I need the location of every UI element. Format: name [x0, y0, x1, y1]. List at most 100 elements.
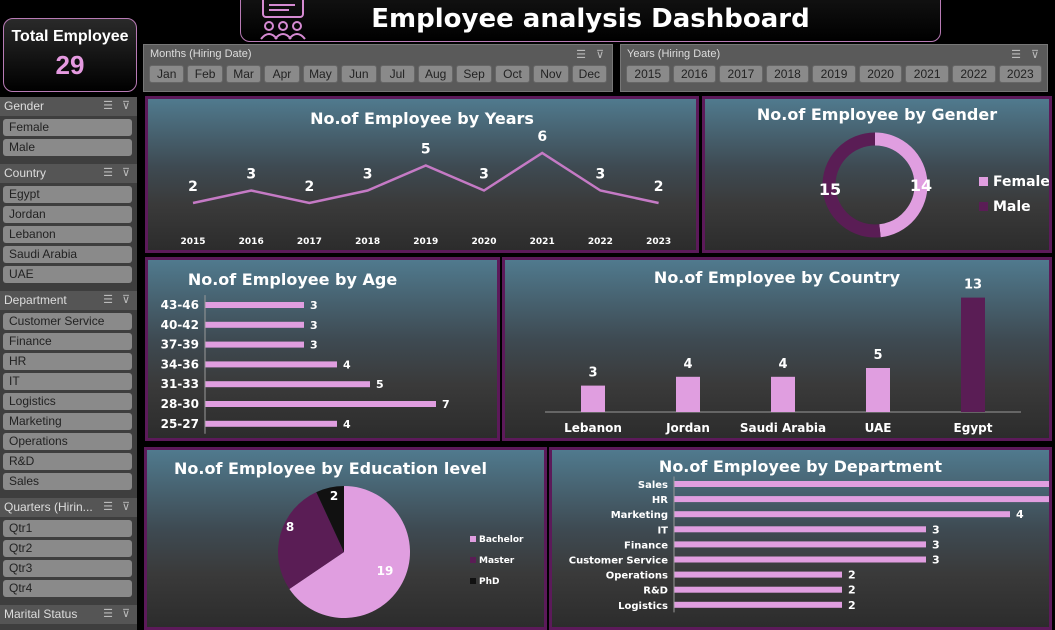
data-label: 2	[305, 179, 315, 195]
years-button[interactable]: 2020	[858, 65, 903, 83]
data-label: 5	[376, 378, 384, 391]
years-button[interactable]: 2018	[765, 65, 810, 83]
bar	[674, 526, 926, 533]
multi-select-icon[interactable]: ☰	[103, 167, 113, 179]
bar	[205, 341, 304, 348]
bar	[674, 586, 842, 593]
slicer-item[interactable]: Logistics	[3, 393, 132, 410]
slicer-item[interactable]: Female	[3, 119, 132, 136]
bar	[961, 297, 985, 412]
slicer-item[interactable]: IT	[3, 373, 132, 390]
slicer-item[interactable]: Lebanon	[3, 226, 132, 243]
years-button[interactable]: 2016	[672, 65, 717, 83]
months-button[interactable]: Apr	[264, 65, 300, 83]
slicer-item[interactable]: Jordan	[3, 206, 132, 223]
months-slicer-label: Months (Hiring Date)	[150, 48, 252, 60]
clear-filter-icon[interactable]: ⊽	[121, 294, 130, 306]
chart-title: No.of Employee by Years	[310, 109, 534, 128]
bar	[674, 556, 926, 563]
y-tick-label: 31-33	[161, 377, 199, 391]
years-button[interactable]: 2021	[905, 65, 949, 83]
data-label: 4	[683, 357, 692, 372]
multi-select-icon[interactable]: ☰	[576, 49, 586, 61]
x-tick-label: 2023	[646, 237, 671, 247]
multi-select-icon[interactable]: ☰	[103, 294, 113, 306]
slicer-item[interactable]: UAE	[3, 266, 132, 283]
legend-label: Female	[993, 174, 1049, 190]
multi-select-icon[interactable]: ☰	[103, 608, 113, 620]
slicer-item[interactable]: R&D	[3, 453, 132, 470]
total-employee-label: Total Employee	[11, 28, 129, 45]
data-label: 2	[188, 179, 198, 195]
y-tick-label: 34-36	[161, 357, 199, 371]
x-tick-label: 2018	[355, 237, 380, 247]
chart-title: No.of Employee by Country	[653, 268, 901, 287]
years-button[interactable]: 2017	[719, 65, 763, 83]
y-tick-label: Sales	[638, 480, 668, 491]
months-button[interactable]: Jan	[149, 65, 185, 83]
slicer-item[interactable]: Finance	[3, 333, 132, 350]
years-slicer-label: Years (Hiring Date)	[627, 48, 721, 60]
clear-filter-icon[interactable]: ⊽	[595, 49, 604, 61]
slicer-item[interactable]: Qtr3	[3, 560, 132, 577]
clear-filter-icon[interactable]: ⊽	[121, 608, 130, 620]
data-label: 3	[932, 554, 940, 567]
years-button[interactable]: 2015	[626, 65, 670, 83]
slicer-item[interactable]: Qtr1	[3, 520, 132, 537]
months-button[interactable]: Aug	[417, 65, 454, 83]
clear-filter-icon[interactable]: ⊽	[121, 501, 130, 513]
y-tick-label: 28-30	[161, 397, 199, 411]
years-button[interactable]: 2019	[812, 65, 856, 83]
slicer-item[interactable]: Qtr2	[3, 540, 132, 557]
multi-select-icon[interactable]: ☰	[1011, 49, 1021, 61]
months-button[interactable]: Feb	[187, 65, 223, 83]
months-button[interactable]: May	[302, 65, 339, 83]
data-label: 2	[654, 179, 664, 195]
x-tick-label: 2021	[530, 237, 555, 247]
data-label: 3	[932, 538, 940, 551]
clear-filter-icon[interactable]: ⊽	[121, 167, 130, 179]
slicer-item[interactable]: Egypt	[3, 186, 132, 203]
clear-filter-icon[interactable]: ⊽	[1030, 49, 1039, 61]
slicer-item[interactable]: Operations	[3, 433, 132, 450]
months-button[interactable]: Jun	[341, 65, 377, 83]
bar	[205, 321, 304, 328]
slicer-group: Country ☰ ⊽ Egypt Jordan Lebanon Saudi Arabia U…	[0, 164, 137, 283]
slicer-item[interactable]: Qtr4	[3, 580, 132, 597]
months-button[interactable]: Nov	[533, 65, 569, 83]
months-button[interactable]: Jul	[379, 65, 415, 83]
slicer-item[interactable]: Marketing	[3, 413, 132, 430]
bar	[674, 601, 842, 608]
bar	[771, 376, 795, 412]
slicer-item[interactable]: Sales	[3, 473, 132, 490]
data-label: 7	[442, 398, 450, 411]
chart-country: No.of Employee by Country 3 Lebanon 4 Jorda…	[502, 257, 1052, 441]
chart-years: No.of Employee by Years 2 2015 3 2016 2 2017 3…	[145, 96, 699, 253]
slicer-item[interactable]: HR	[3, 353, 132, 370]
donut-slice	[822, 132, 881, 238]
data-label: 3	[932, 523, 940, 536]
clear-filter-icon[interactable]: ⊽	[121, 100, 130, 112]
pie-slice	[278, 492, 344, 590]
multi-select-icon[interactable]: ☰	[103, 100, 113, 112]
months-button[interactable]: Dec	[571, 65, 608, 83]
chart-title: No.of Employee by Education level	[174, 459, 487, 478]
years-button[interactable]: 2022	[951, 65, 996, 83]
years-button[interactable]: 2023	[998, 65, 1043, 83]
donut-slice	[874, 132, 928, 238]
data-label: 3	[310, 339, 318, 352]
months-button[interactable]: Mar	[225, 65, 262, 83]
y-tick-label: 25-27	[161, 417, 199, 431]
slicer-group: Gender ☰ ⊽ Female Male	[0, 97, 137, 156]
slicer-label: Country	[4, 166, 47, 180]
slicer-item[interactable]: Saudi Arabia	[3, 246, 132, 263]
legend-swatch	[470, 578, 476, 584]
months-button[interactable]: Sep	[456, 65, 492, 83]
data-label: 4	[343, 418, 351, 431]
slicer-item[interactable]: Male	[3, 139, 132, 156]
data-label: 2	[330, 489, 338, 503]
months-button[interactable]: Oct	[494, 65, 531, 83]
slicer-item[interactable]: Customer Service	[3, 313, 132, 330]
x-tick-label: 2016	[239, 237, 264, 247]
multi-select-icon[interactable]: ☰	[103, 501, 113, 513]
